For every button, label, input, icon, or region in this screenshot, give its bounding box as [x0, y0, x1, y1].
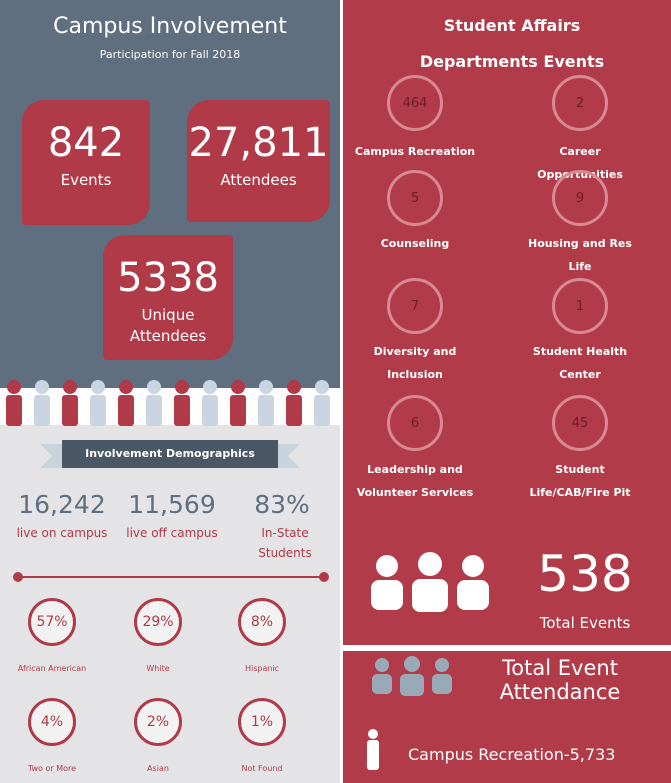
person-figure	[258, 380, 274, 426]
total-number: 538	[537, 545, 633, 603]
department-label: Campus Recreation	[354, 145, 476, 158]
person-figure	[230, 380, 246, 426]
group-label: White	[146, 664, 170, 673]
stat-box: 842 Events	[22, 100, 150, 225]
divider	[343, 645, 671, 651]
stat-label: Attendees	[220, 171, 297, 189]
banner-text: Involvement Demographics	[85, 447, 255, 460]
housing-number: 83%	[254, 490, 310, 519]
divider	[13, 572, 329, 582]
stat-number: 27,811	[188, 120, 329, 166]
department-label: Student Health Center	[532, 345, 628, 381]
percent-ring: 57%	[28, 598, 76, 646]
stat-label: Events	[60, 171, 112, 189]
department-label: Leadership and Volunteer Services	[356, 463, 474, 499]
person-figure	[314, 380, 330, 426]
percent-ring: 8%	[238, 598, 286, 646]
department-ring: 2	[552, 75, 608, 131]
stat-box: 5338 Unique Attendees	[103, 235, 233, 360]
group-label: African American	[17, 664, 87, 673]
attendance-item: Campus Recreation-5,733	[408, 745, 616, 764]
people-icon	[371, 552, 489, 612]
housing-label: live off campus	[126, 526, 218, 540]
title: Student Affairs Departments Events	[419, 16, 605, 71]
person-figure	[34, 380, 50, 426]
department-ring: 45	[552, 395, 608, 451]
department-label: Housing and Res Life	[528, 237, 632, 273]
department-label: Student Life/CAB/Fire Pit	[529, 463, 631, 499]
percent-ring: 2%	[134, 698, 182, 746]
stat-number: 5338	[117, 255, 219, 301]
person-icon	[367, 729, 379, 770]
department-label: Counseling	[380, 237, 450, 250]
person-figure	[62, 380, 78, 426]
department-ring: 7	[387, 278, 443, 334]
stat-label: Unique Attendees	[129, 306, 207, 345]
department-ring: 6	[387, 395, 443, 451]
person-figure	[6, 380, 22, 426]
group-label: Hispanic	[244, 664, 280, 673]
group-label: Asian	[147, 764, 169, 773]
person-figure	[202, 380, 218, 426]
department-label: Diversity and Inclusion	[373, 345, 457, 381]
subtitle: Participation for Fall 2018	[99, 48, 241, 61]
stat-box: 27,811 Attendees	[187, 100, 330, 222]
department-ring: 5	[387, 170, 443, 226]
percent-ring: 29%	[134, 598, 182, 646]
department-ring: 464	[387, 75, 443, 131]
percent-ring: 4%	[28, 698, 76, 746]
housing-label: In-State Students	[258, 526, 312, 560]
percent-ring: 1%	[238, 698, 286, 746]
housing-label: live on campus	[16, 526, 108, 540]
people-row	[6, 380, 330, 426]
person-figure	[174, 380, 190, 426]
group-label: Not Found	[241, 764, 283, 773]
total-label: Total Events	[539, 614, 631, 632]
group-label: Two or More	[27, 764, 77, 773]
housing-number: 11,569	[128, 490, 216, 519]
title: Campus Involvement	[53, 14, 287, 39]
right-panel	[343, 0, 671, 783]
stat-number: 842	[47, 120, 125, 166]
person-figure	[118, 380, 134, 426]
person-figure	[286, 380, 302, 426]
person-figure	[146, 380, 162, 426]
person-figure	[90, 380, 106, 426]
department-ring: 9	[552, 170, 608, 226]
department-ring: 1	[552, 278, 608, 334]
banner	[40, 440, 300, 468]
housing-number: 16,242	[18, 490, 106, 519]
people-icon	[372, 656, 452, 696]
attendance-title: Total Event Attendance	[499, 656, 621, 704]
